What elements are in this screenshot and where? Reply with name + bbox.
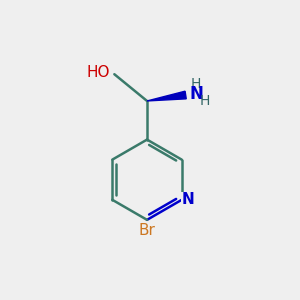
Text: H: H — [191, 77, 201, 91]
Text: HO: HO — [86, 65, 110, 80]
Polygon shape — [147, 91, 186, 101]
Text: N: N — [189, 85, 203, 103]
Text: Br: Br — [139, 223, 155, 238]
Text: H: H — [199, 94, 210, 108]
Text: N: N — [182, 192, 195, 207]
